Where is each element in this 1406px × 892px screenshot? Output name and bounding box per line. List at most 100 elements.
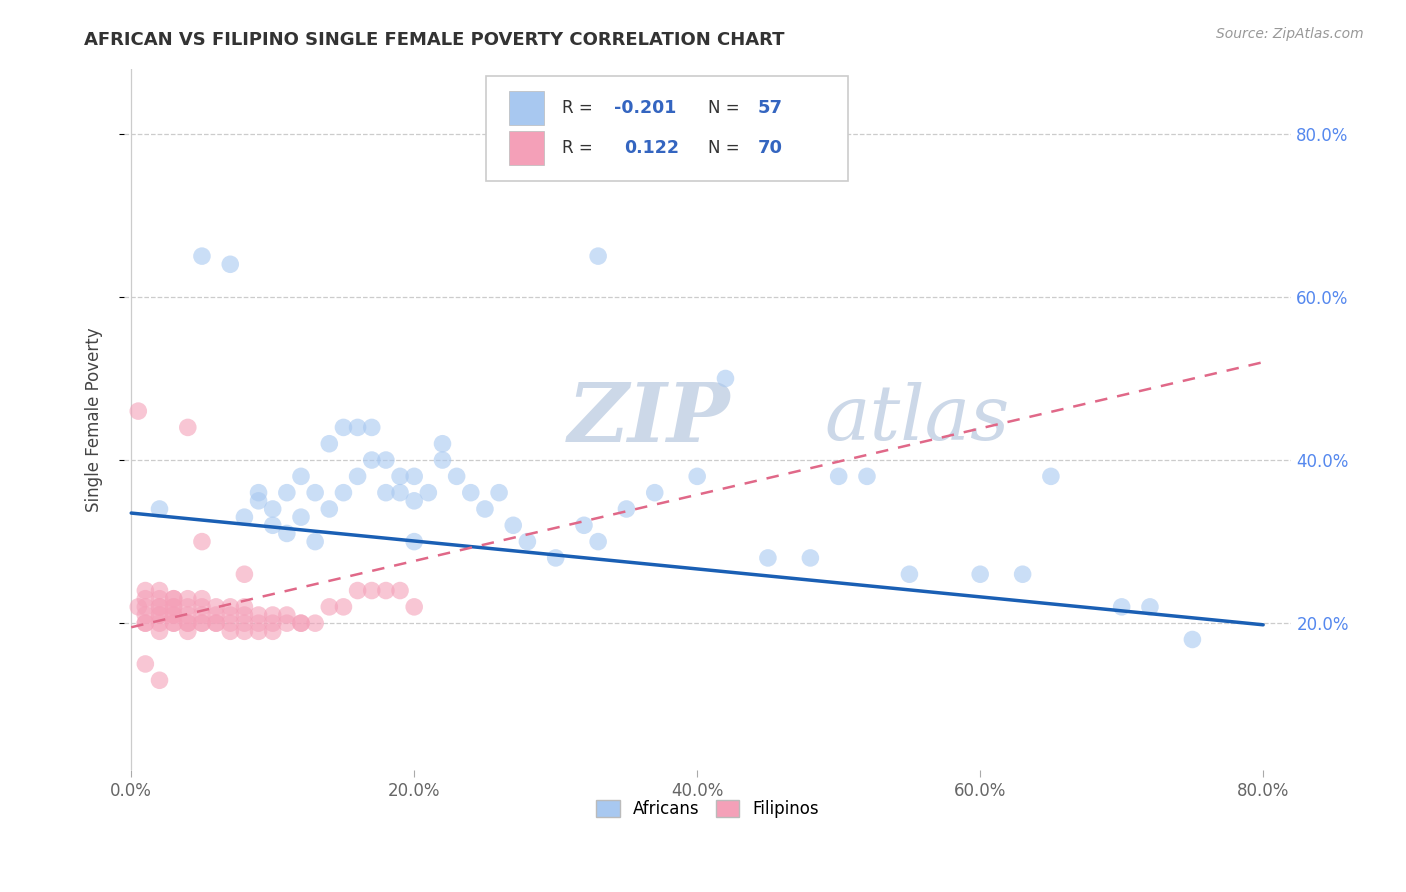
Point: [177, 616, 200, 631]
Point: [191, 249, 214, 263]
Point: [827, 469, 849, 483]
Point: [346, 583, 368, 598]
Point: [332, 485, 354, 500]
Point: [262, 518, 284, 533]
Text: 57: 57: [758, 99, 783, 117]
Point: [148, 583, 170, 598]
Text: R =: R =: [562, 139, 593, 157]
Legend: Africans, Filipinos: Africans, Filipinos: [589, 793, 827, 825]
Point: [177, 616, 200, 631]
Point: [205, 599, 228, 614]
Point: [1181, 632, 1204, 647]
Point: [318, 599, 340, 614]
Point: [616, 502, 638, 516]
Point: [191, 534, 214, 549]
Point: [148, 624, 170, 639]
Point: [134, 591, 156, 606]
Point: [177, 420, 200, 434]
Point: [262, 502, 284, 516]
Point: [1111, 599, 1133, 614]
Point: [644, 485, 666, 500]
Point: [346, 469, 368, 483]
Point: [898, 567, 921, 582]
Text: -0.201: -0.201: [614, 99, 676, 117]
Point: [191, 591, 214, 606]
Point: [374, 485, 396, 500]
Point: [177, 624, 200, 639]
Point: [233, 624, 256, 639]
Point: [262, 616, 284, 631]
FancyBboxPatch shape: [509, 91, 544, 125]
Point: [247, 493, 270, 508]
Point: [134, 657, 156, 671]
Point: [1039, 469, 1062, 483]
Point: [432, 436, 454, 450]
Point: [1139, 599, 1161, 614]
Point: [474, 502, 496, 516]
Point: [404, 599, 426, 614]
Point: [205, 607, 228, 622]
Point: [148, 599, 170, 614]
Point: [756, 550, 779, 565]
Point: [134, 583, 156, 598]
Point: [290, 616, 312, 631]
Text: N =: N =: [707, 99, 740, 117]
Point: [163, 591, 186, 606]
Point: [247, 624, 270, 639]
Point: [134, 607, 156, 622]
Point: [262, 607, 284, 622]
Point: [360, 453, 382, 467]
Point: [163, 616, 186, 631]
Point: [134, 616, 156, 631]
Point: [360, 583, 382, 598]
Point: [127, 404, 149, 418]
Point: [856, 469, 879, 483]
Point: [177, 607, 200, 622]
Text: R =: R =: [562, 99, 593, 117]
Point: [516, 534, 538, 549]
Point: [262, 624, 284, 639]
Point: [233, 607, 256, 622]
Point: [276, 526, 298, 541]
Point: [389, 485, 412, 500]
Point: [219, 616, 242, 631]
Point: [134, 599, 156, 614]
Point: [148, 591, 170, 606]
Point: [460, 485, 482, 500]
Point: [276, 616, 298, 631]
Point: [502, 518, 524, 533]
Point: [247, 607, 270, 622]
Text: N =: N =: [707, 139, 740, 157]
FancyBboxPatch shape: [509, 131, 544, 165]
Point: [318, 436, 340, 450]
Point: [432, 453, 454, 467]
Point: [163, 607, 186, 622]
Point: [332, 599, 354, 614]
Text: AFRICAN VS FILIPINO SINGLE FEMALE POVERTY CORRELATION CHART: AFRICAN VS FILIPINO SINGLE FEMALE POVERT…: [84, 31, 785, 49]
Point: [134, 616, 156, 631]
Point: [148, 607, 170, 622]
Point: [205, 616, 228, 631]
Point: [148, 502, 170, 516]
Point: [360, 420, 382, 434]
Point: [304, 534, 326, 549]
Text: 70: 70: [758, 139, 783, 157]
Point: [404, 493, 426, 508]
Point: [1011, 567, 1033, 582]
Point: [191, 599, 214, 614]
Point: [177, 591, 200, 606]
Point: [163, 607, 186, 622]
Text: ZIP: ZIP: [568, 379, 730, 459]
Point: [247, 485, 270, 500]
Point: [304, 616, 326, 631]
Point: [404, 534, 426, 549]
Point: [219, 624, 242, 639]
Point: [374, 583, 396, 598]
Point: [219, 599, 242, 614]
Point: [969, 567, 991, 582]
Text: 0.122: 0.122: [624, 139, 679, 157]
Y-axis label: Single Female Poverty: Single Female Poverty: [86, 327, 103, 512]
Point: [148, 673, 170, 688]
FancyBboxPatch shape: [486, 76, 848, 181]
Point: [191, 607, 214, 622]
